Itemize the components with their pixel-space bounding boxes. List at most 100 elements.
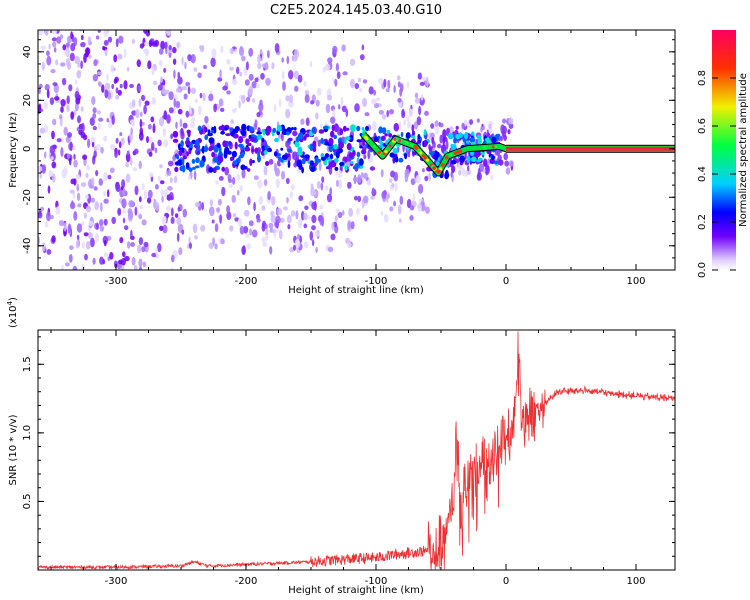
heatmap-cell: [450, 143, 454, 148]
heatmap-cell: [213, 103, 218, 113]
heatmap-cell: [423, 129, 427, 136]
heatmap-cell: [485, 164, 490, 172]
heatmap-cell: [82, 154, 88, 160]
heatmap-cell: [386, 129, 391, 134]
heatmap-cell: [177, 76, 183, 85]
heatmap-cell: [270, 210, 275, 217]
heatmap-cell: [371, 98, 377, 105]
heatmap-cell: [243, 226, 249, 234]
heatmap-cell: [102, 46, 106, 51]
heatmap-cell: [288, 94, 293, 103]
heatmap-cell: [38, 87, 41, 95]
heatmap-cell: [169, 195, 174, 201]
heatmap-cell: [203, 126, 207, 132]
heatmap-cell: [333, 134, 338, 140]
heatmap-cell: [218, 98, 224, 107]
heatmap-cell: [197, 105, 202, 116]
heatmap-cell: [241, 145, 245, 151]
heatmap-cell: [311, 214, 317, 224]
heatmap-cell: [44, 221, 49, 228]
heatmap-cell: [334, 166, 339, 171]
heatmap-cell: [378, 109, 385, 115]
heatmap-cell: [298, 195, 304, 202]
heatmap-cell: [110, 64, 115, 73]
heatmap-cell: [46, 249, 52, 255]
heatmap-cell: [406, 198, 412, 209]
heatmap-cell: [232, 108, 237, 113]
heatmap-cell: [53, 47, 57, 53]
heatmap-cell: [303, 212, 308, 221]
heatmap-cell: [488, 123, 492, 129]
heatmap-cell: [203, 145, 209, 153]
heatmap-cell: [127, 208, 133, 215]
heatmap-cell: [129, 157, 133, 166]
heatmap-cell: [130, 242, 135, 247]
track-dot: [405, 141, 409, 145]
heatmap-cell: [147, 189, 153, 199]
heatmap-cell: [301, 158, 306, 165]
heatmap-cell: [51, 161, 57, 169]
heatmap-cell: [329, 187, 333, 196]
x-tick-label: -300: [105, 576, 128, 587]
heatmap-cell: [85, 173, 89, 178]
heatmap-cell: [398, 120, 402, 131]
track-dot: [494, 145, 498, 149]
heatmap-cell: [274, 137, 279, 143]
heatmap-cell: [219, 214, 223, 224]
heatmap-cell: [159, 225, 164, 231]
heatmap-cell: [190, 54, 196, 64]
heatmap-cell: [297, 132, 304, 140]
heatmap-cell: [188, 167, 193, 172]
heatmap-cell: [103, 39, 109, 46]
heatmap-cell: [177, 108, 183, 115]
heatmap-cell: [246, 96, 251, 103]
heatmap-cell: [439, 134, 444, 144]
heatmap-cell: [142, 261, 147, 268]
heatmap-cell: [95, 35, 100, 40]
heatmap-cell: [385, 88, 390, 93]
heatmap-cell: [268, 222, 274, 229]
colorbar-ticks: 0.0 0.2 0.4 0.6 0.8: [697, 70, 736, 278]
heatmap-cell: [480, 126, 483, 133]
heatmap-cell: [73, 153, 76, 160]
heatmap-cell: [453, 137, 457, 144]
heatmap-cell: [51, 130, 55, 140]
heatmap-cell: [80, 122, 85, 133]
heatmap-cell: [425, 76, 429, 86]
heatmap-cell: [292, 130, 298, 137]
heatmap-cell: [50, 214, 54, 220]
x-tick-label: 0: [503, 276, 509, 287]
heatmap-cell: [130, 127, 133, 136]
heatmap-cell: [101, 84, 105, 93]
heatmap-cell: [73, 178, 77, 186]
heatmap-cell: [294, 85, 299, 92]
heatmap-cell: [347, 241, 352, 248]
heatmap-cell: [245, 61, 249, 71]
heatmap-cell: [387, 79, 391, 89]
heatmap-cell: [439, 122, 444, 128]
heatmap-cell: [265, 161, 270, 166]
heatmap-cell: [369, 166, 376, 171]
heatmap-cell: [361, 44, 365, 51]
heatmap-cell: [216, 143, 221, 148]
heatmap-cell: [241, 129, 247, 136]
heatmap-cell: [189, 109, 192, 115]
heatmap-cell: [388, 133, 393, 138]
heatmap-cell: [73, 36, 78, 47]
heatmap-cell: [64, 50, 69, 56]
heatmap-cell: [184, 61, 187, 70]
heatmap-cell: [167, 186, 173, 191]
heatmap-cell: [159, 164, 163, 169]
heatmap-cell: [183, 93, 188, 100]
heatmap-cell: [164, 41, 168, 50]
heatmap-cell: [281, 70, 285, 80]
heatmap-cell: [287, 160, 291, 169]
heatmap-cell: [408, 108, 413, 118]
heatmap-cell: [405, 132, 411, 139]
chart-title: C2E5.2024.145.03.40.G10: [270, 3, 442, 18]
heatmap-cell: [187, 86, 191, 95]
heatmap-cell: [66, 95, 70, 105]
heatmap-cell: [352, 165, 357, 170]
heatmap-cell: [190, 117, 196, 124]
heatmap-cell: [451, 173, 454, 183]
